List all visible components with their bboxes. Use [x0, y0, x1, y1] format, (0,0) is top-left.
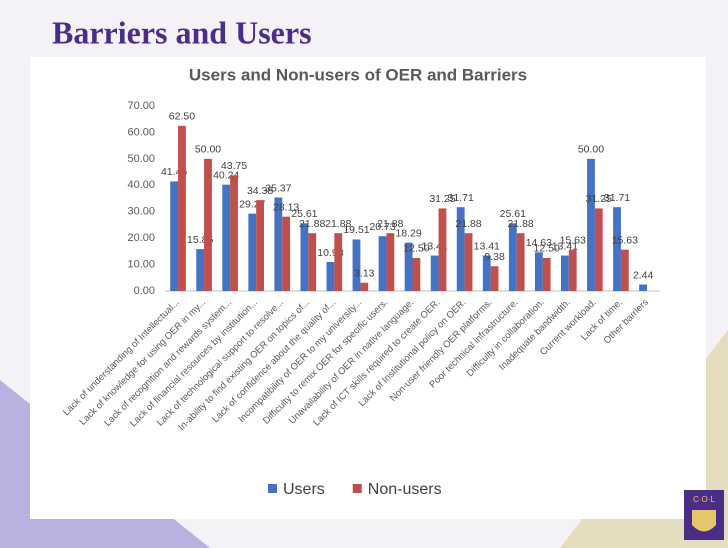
y-tick-label: 0.00 — [134, 285, 155, 297]
value-label: 21.88 — [299, 218, 325, 230]
bar — [587, 158, 595, 291]
bar — [282, 216, 291, 291]
y-tick-label: 10.00 — [127, 258, 155, 270]
value-label: 31.25 — [429, 193, 455, 205]
value-label: 31.71 — [604, 192, 630, 204]
bar — [482, 255, 491, 291]
bar — [542, 257, 551, 291]
bar — [308, 233, 317, 291]
value-label: 34.38 — [247, 185, 273, 197]
legend-label: Users — [283, 481, 325, 498]
bar — [326, 261, 335, 291]
legend-swatch — [352, 484, 362, 493]
bar — [256, 200, 264, 291]
value-label: 9.38 — [484, 251, 505, 263]
value-label: 62.50 — [169, 111, 195, 123]
value-label: 15.63 — [560, 234, 586, 246]
bar — [334, 233, 343, 291]
value-label: 35.37 — [265, 182, 291, 194]
bar — [561, 255, 569, 291]
value-label: 25.61 — [291, 208, 317, 220]
value-label: 31.25 — [586, 193, 612, 205]
bar — [438, 208, 447, 291]
bar — [534, 252, 543, 291]
bar — [516, 233, 525, 291]
value-label: 21.88 — [507, 218, 533, 230]
bar — [230, 175, 238, 291]
svg-text:C·O·L: C·O·L — [693, 495, 715, 504]
value-label: 31.71 — [448, 192, 474, 204]
y-tick-label: 50.00 — [127, 153, 155, 165]
bar — [352, 239, 361, 291]
value-label: 18.29 — [395, 227, 421, 239]
bar — [620, 249, 629, 291]
bar — [412, 257, 421, 291]
value-label: 21.88 — [325, 218, 351, 230]
value-label: 3.13 — [354, 268, 375, 280]
bar — [404, 242, 413, 291]
y-tick-label: 20.00 — [127, 232, 155, 244]
legend-swatch — [268, 484, 277, 493]
y-tick-label: 70.00 — [127, 100, 155, 112]
bar — [222, 184, 231, 291]
value-label: 21.88 — [377, 218, 403, 230]
value-label: 25.61 — [500, 208, 526, 220]
value-label: 2.44 — [633, 269, 654, 281]
value-label: 12.50 — [403, 243, 429, 255]
bar — [274, 197, 283, 291]
value-label: 15.63 — [612, 234, 638, 246]
bar — [568, 249, 577, 291]
bar — [170, 181, 179, 291]
y-tick-label: 60.00 — [127, 126, 155, 138]
bar — [639, 284, 647, 291]
value-label: 50.00 — [578, 144, 604, 156]
bar — [594, 208, 603, 291]
bar — [178, 125, 186, 291]
value-label: 50.00 — [195, 144, 221, 156]
bar — [456, 207, 465, 291]
bar — [378, 236, 387, 291]
bar — [490, 266, 499, 291]
value-label: 19.51 — [343, 224, 369, 236]
bar — [196, 249, 205, 291]
bar — [360, 282, 369, 291]
bar — [613, 207, 621, 291]
bar — [248, 213, 257, 291]
y-tick-label: 30.00 — [127, 206, 155, 218]
bar — [508, 223, 517, 291]
value-label: 13.41 — [552, 240, 578, 252]
legend-label: Non-users — [368, 481, 442, 498]
bar — [464, 233, 473, 291]
value-label: 43.75 — [221, 160, 247, 172]
col-logo: C·O·L — [684, 490, 724, 540]
chart-title: Users and Non-users of OER and Barriers — [189, 65, 527, 84]
value-label: 21.88 — [455, 218, 481, 230]
slide-title: Barriers and Users — [52, 14, 312, 50]
value-label: 12.50 — [534, 243, 560, 255]
value-label: 13.41 — [474, 240, 500, 252]
bar — [386, 233, 395, 291]
value-label: 20.73 — [369, 221, 395, 233]
value-label: 28.13 — [273, 201, 299, 213]
bar — [204, 158, 212, 291]
bar — [300, 223, 309, 291]
y-tick-label: 40.00 — [127, 179, 155, 191]
bar — [430, 255, 439, 291]
value-label: 14.63 — [526, 237, 552, 249]
